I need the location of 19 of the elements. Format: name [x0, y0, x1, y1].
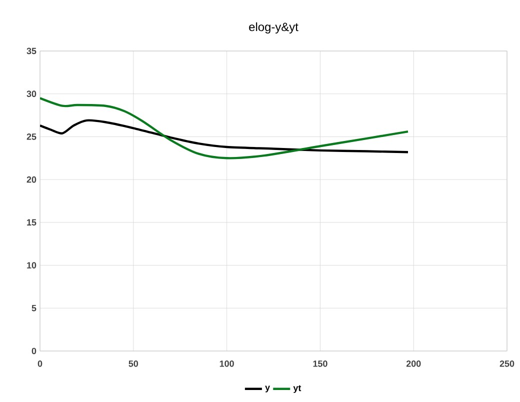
legend-label: y — [265, 386, 270, 392]
y-tick-label: 10 — [27, 262, 36, 268]
x-tick-label: 100 — [220, 360, 234, 367]
x-tick-label: 250 — [500, 360, 514, 367]
x-tick-label: 150 — [313, 360, 328, 367]
chart-title: elog-y&yt — [249, 22, 298, 34]
x-tick-label: 200 — [406, 360, 421, 367]
y-tick-label: 5 — [32, 305, 36, 312]
x-tick-label: 50 — [128, 360, 138, 367]
x-tick-label: 0 — [38, 360, 42, 367]
y-tick-label: 35 — [26, 48, 36, 54]
line-series — [40, 97, 410, 160]
y-tick-label: 0 — [32, 348, 36, 354]
legend-label: yt — [293, 385, 302, 393]
line-series — [40, 119, 410, 154]
y-tick-label: 25 — [26, 134, 36, 140]
y-tick-label: 15 — [27, 219, 36, 226]
y-tick-label: 30 — [26, 90, 36, 98]
y-tick-label: 20 — [26, 176, 36, 183]
